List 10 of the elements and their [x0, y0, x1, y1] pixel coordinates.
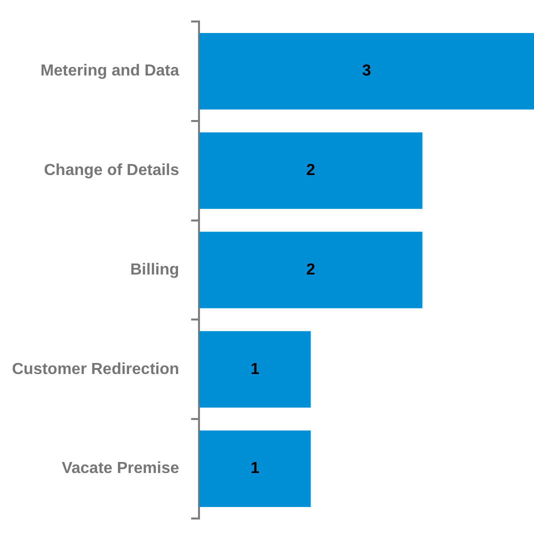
- data-label: 1: [250, 460, 260, 478]
- data-label: 2: [306, 261, 316, 278]
- y-tick-label: Customer Redirection: [12, 360, 180, 378]
- y-tick-label: Vacate Premise: [62, 460, 180, 478]
- y-tick-label: Change of Details: [44, 162, 180, 180]
- data-label: 2: [306, 162, 316, 180]
- y-tick-label: Billing: [130, 261, 180, 278]
- data-label: 1: [250, 360, 260, 378]
- data-label: 3: [362, 62, 372, 80]
- y-tick-label: Metering and Data: [40, 62, 180, 80]
